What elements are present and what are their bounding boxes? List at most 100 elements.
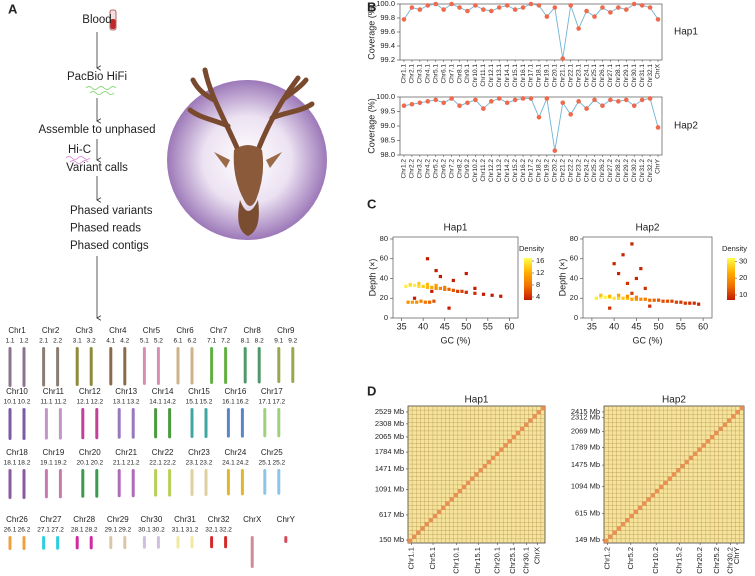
- x-tick-label: Chr9.1: [464, 64, 471, 84]
- x-tick-label: Chr29.2: [623, 159, 630, 183]
- x-tick-label: 45: [440, 321, 450, 331]
- diagonal-block: [608, 534, 613, 539]
- diagonal-block: [408, 538, 413, 543]
- series-name: Hap2: [674, 121, 698, 132]
- data-point: [425, 3, 431, 8]
- x-tick-label: Chr5.1: [428, 547, 437, 570]
- series-name: Hap1: [674, 27, 698, 38]
- y-tick-label: 99.4: [380, 41, 395, 50]
- haplotype-label: 16.1: [222, 399, 235, 406]
- data-point: [634, 295, 638, 299]
- data-point: [465, 8, 470, 14]
- x-tick-label: Chr18.1: [536, 64, 543, 88]
- chromosome-bar: [243, 347, 247, 384]
- x-tick-label: ChrY: [655, 158, 662, 173]
- chromosome-name: Chr16: [225, 387, 247, 396]
- chromosome-bar: [204, 469, 208, 496]
- x-tick-label: Chr15.2: [674, 547, 683, 574]
- data-point: [616, 293, 621, 297]
- x-tick-label: Chr24.1: [583, 64, 590, 88]
- colorbar-tick-label: 12: [536, 268, 544, 277]
- data-point: [465, 100, 470, 106]
- x-tick-label: 55: [483, 321, 493, 331]
- haplotype-label: 27.1: [37, 527, 50, 534]
- x-tick-label: Chr19.2: [544, 159, 551, 183]
- haplotype-label: 6.1: [173, 338, 182, 345]
- colorbar-tick-label: 16: [536, 256, 544, 265]
- diagonal-block: [731, 414, 736, 419]
- x-tick-label: Chr7.2: [448, 159, 455, 179]
- x-tick-label: Chr6.2: [440, 159, 447, 179]
- chromosome-bar: [22, 536, 26, 550]
- panel-label: C: [367, 196, 377, 211]
- data-point: [560, 100, 566, 106]
- series-line: [403, 96, 659, 151]
- diagonal-block: [735, 410, 740, 415]
- chromosome-name: Chr15: [188, 387, 210, 396]
- haplotype-label: 28.2: [85, 527, 98, 534]
- x-tick-label: Chr4.1: [425, 64, 432, 84]
- diagonal-block: [654, 489, 660, 494]
- data-point: [443, 285, 447, 289]
- x-tick-label: Chr7.1: [448, 64, 455, 84]
- chromosome-bar: [277, 469, 281, 495]
- chromosome-bar: [190, 469, 194, 496]
- data-point: [457, 5, 462, 10]
- y-tick-label: 40: [570, 273, 578, 282]
- haplotype-label: 31.2: [186, 527, 199, 534]
- x-tick-label: Chr26.1: [599, 64, 606, 88]
- haplotype-label: 7.2: [221, 338, 230, 345]
- x-tick-label: ChrY: [732, 547, 741, 564]
- data-point: [512, 7, 518, 12]
- data-point: [425, 285, 430, 289]
- y-tick-label: 20: [380, 293, 388, 302]
- haplotype-label: 29.1: [104, 527, 117, 534]
- y-tick-label: 617 Mb: [379, 510, 404, 519]
- chromosome-bar: [22, 469, 26, 499]
- chart-title: Hap1: [465, 395, 489, 406]
- diagonal-block: [520, 426, 525, 431]
- x-tick-label: Chr10.1: [452, 547, 461, 574]
- x-tick-label: Chr10.2: [472, 159, 479, 183]
- data-point: [433, 97, 439, 103]
- y-tick-label: 80: [570, 234, 578, 243]
- data-point: [603, 295, 607, 299]
- diagonal-block: [688, 455, 694, 460]
- haplotype-label: 11.1: [40, 399, 53, 406]
- diagonal-block: [532, 414, 537, 419]
- data-point: [520, 5, 526, 10]
- y-tick-label: 2308 Mb: [375, 419, 404, 428]
- data-point: [594, 296, 598, 300]
- chromosome-bar: [176, 536, 180, 549]
- workflow-output: Phased contigs: [70, 240, 149, 252]
- chromosome-name: Chr14: [152, 387, 174, 396]
- data-point: [647, 5, 653, 10]
- data-point: [608, 306, 612, 310]
- data-point: [417, 100, 423, 106]
- data-point: [634, 276, 638, 281]
- data-point: [447, 306, 451, 310]
- y-tick-label: 60: [570, 254, 578, 263]
- data-point: [410, 300, 414, 304]
- x-tick-label: Chr17.2: [528, 159, 535, 183]
- y-axis-label: Coverage (%): [366, 98, 376, 154]
- data-point: [434, 283, 438, 288]
- haplotype-label: 11.2: [54, 399, 67, 406]
- chromosome-name: Chr10: [6, 387, 28, 396]
- chromosome-name: Chr8: [244, 326, 262, 335]
- data-point: [443, 287, 447, 291]
- data-point: [612, 296, 616, 300]
- data-point: [631, 103, 637, 108]
- chromosome-bar: [224, 347, 228, 384]
- x-tick-label: Chr5.2: [432, 159, 439, 179]
- haplotype-label: 24.1: [222, 460, 235, 467]
- data-point: [643, 297, 647, 301]
- data-point: [417, 7, 423, 12]
- data-point: [665, 299, 670, 303]
- haplotype-label: 19.2: [54, 460, 67, 467]
- workflow-output: Phased reads: [70, 223, 141, 235]
- data-point: [473, 97, 478, 103]
- x-tick-label: Chr2.1: [409, 64, 416, 84]
- chromosome-name: Chr20: [79, 448, 101, 457]
- colorbar-tick-label: 20: [739, 273, 747, 282]
